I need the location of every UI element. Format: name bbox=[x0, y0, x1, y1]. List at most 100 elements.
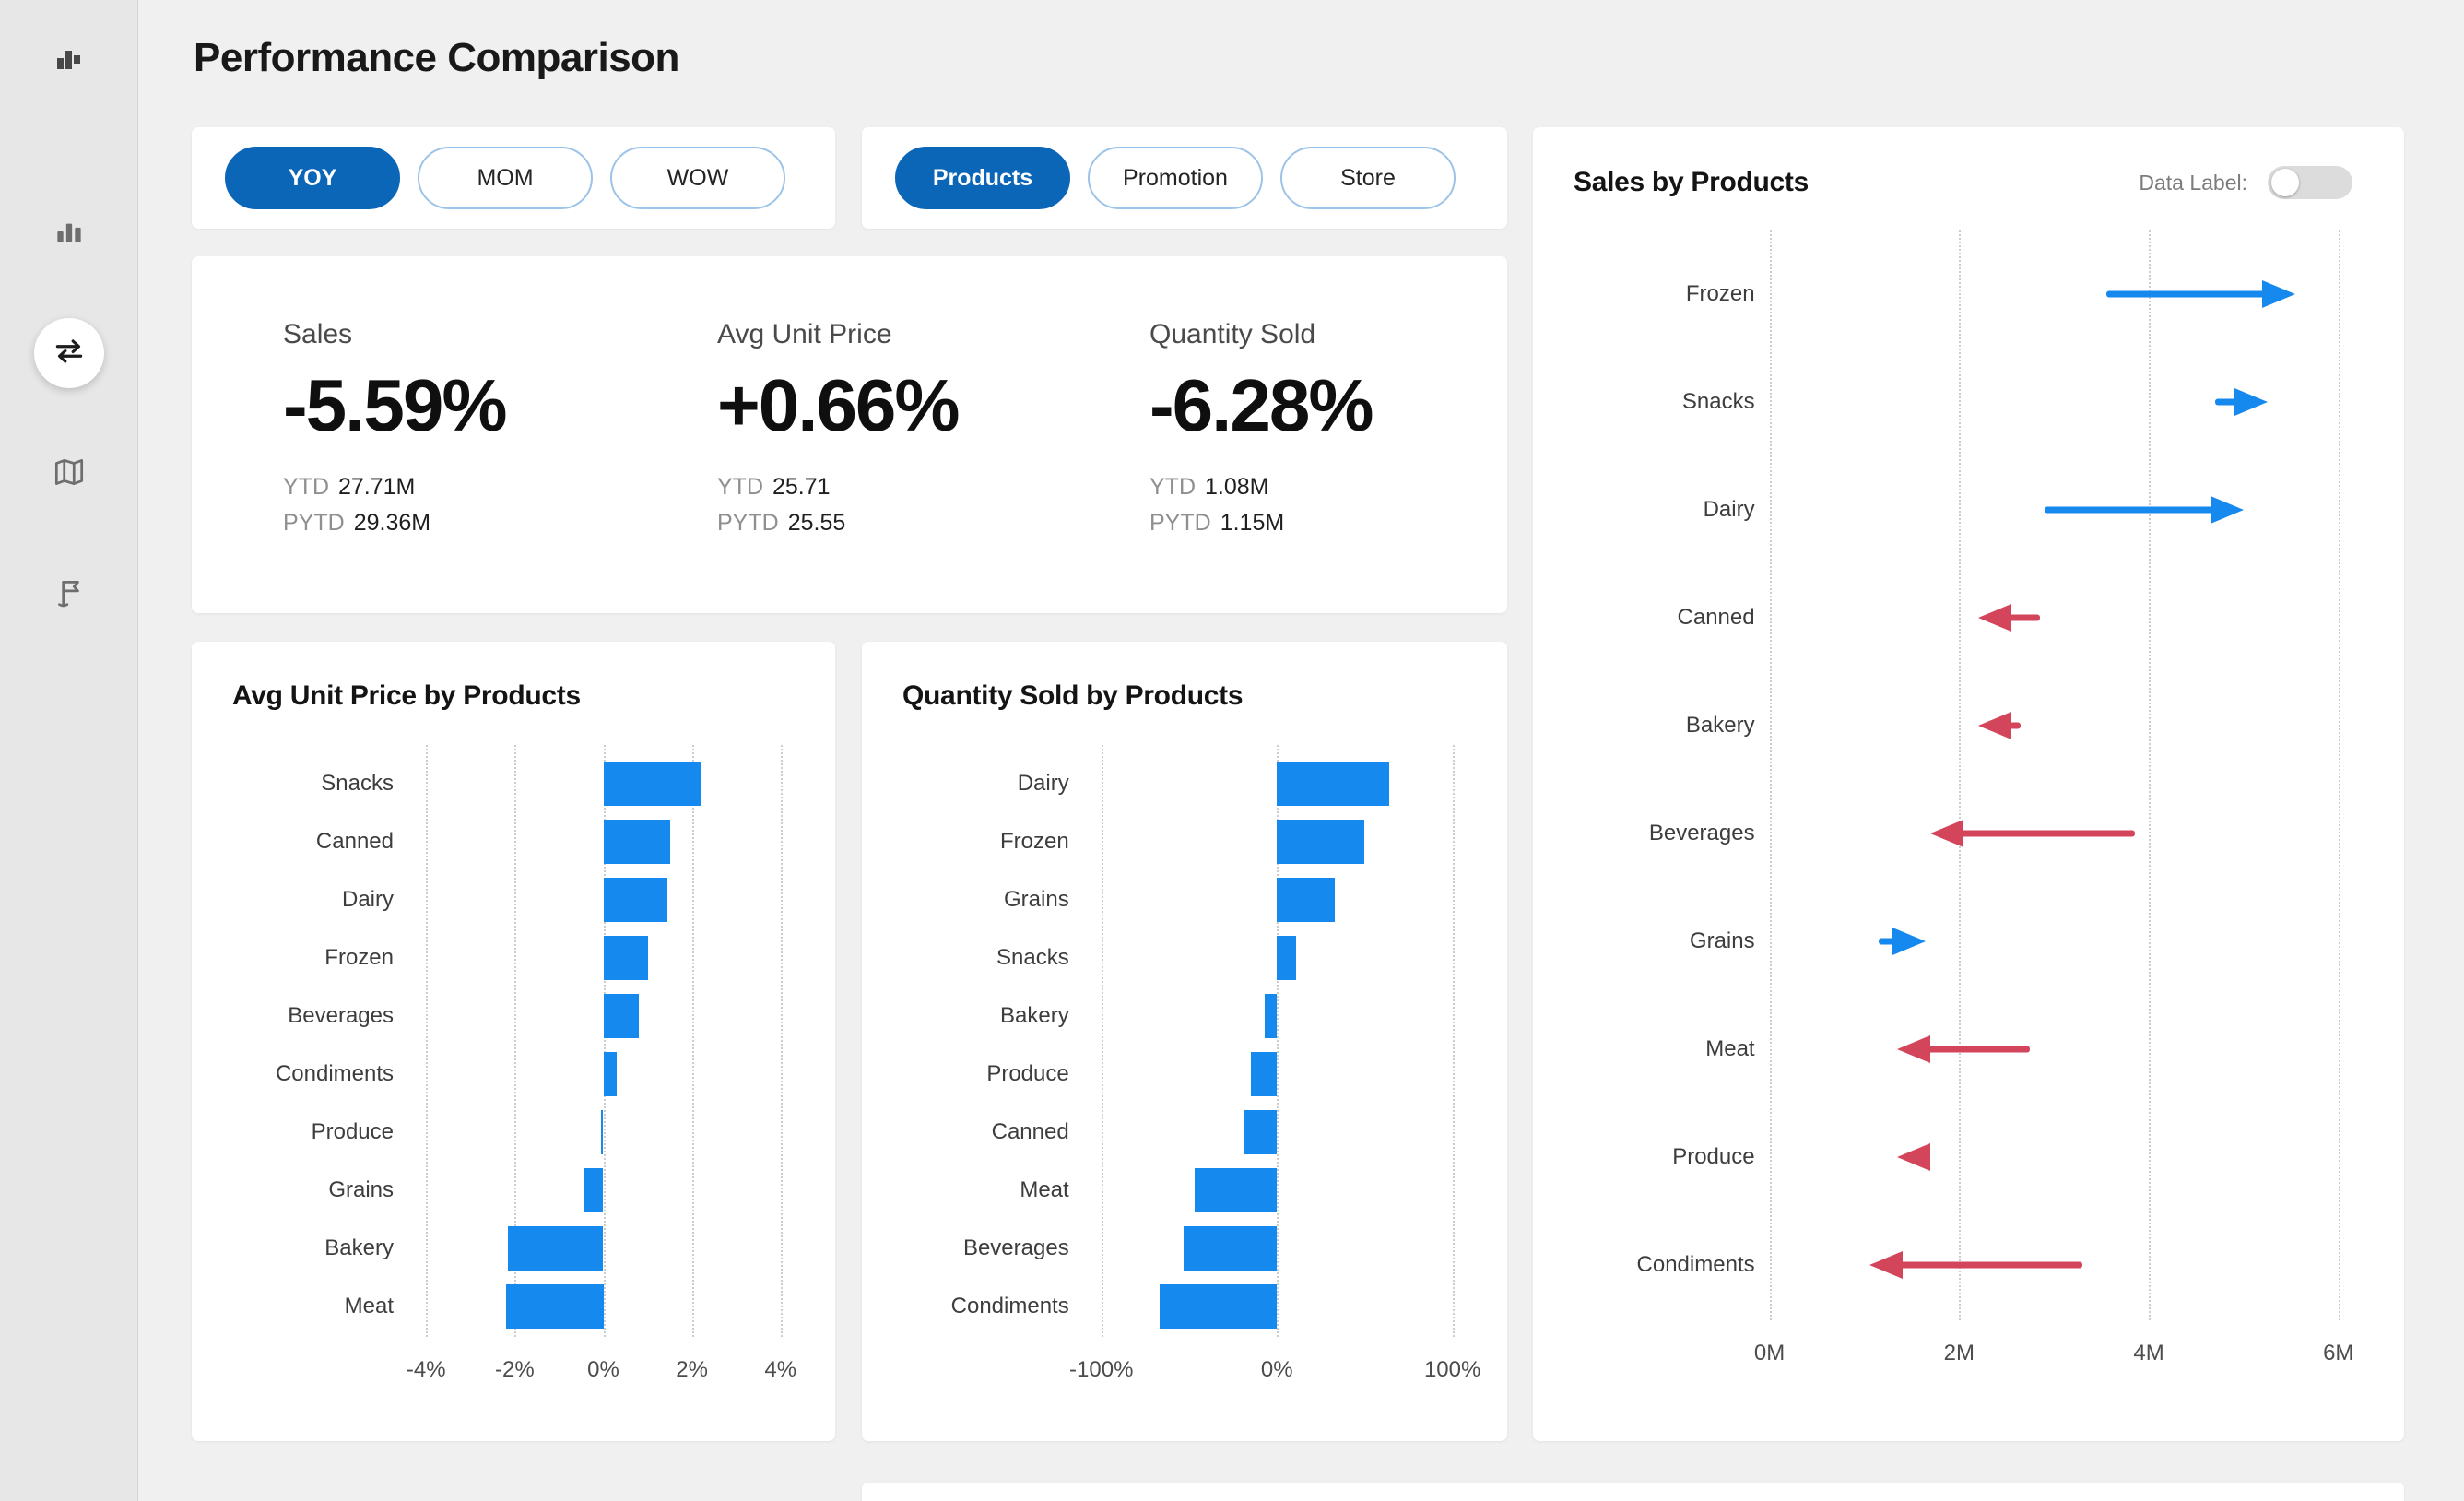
category-label: Meat bbox=[1020, 1176, 1069, 1202]
category-label: Grains bbox=[1689, 928, 1755, 953]
gridline bbox=[2149, 230, 2152, 1320]
kpi-pytd: PYTD 1.15M bbox=[1149, 510, 1285, 536]
arrow-head-bakery[interactable] bbox=[1977, 711, 2011, 739]
category-label: Bakery bbox=[1685, 712, 1755, 738]
arrow-head-grains[interactable] bbox=[1892, 927, 1927, 955]
bar-bakery[interactable] bbox=[508, 1225, 604, 1271]
gridline bbox=[514, 745, 517, 1337]
arrow-head-meat[interactable] bbox=[1897, 1034, 1931, 1063]
bar-dairy[interactable] bbox=[603, 877, 668, 922]
pill-promotion[interactable]: Promotion bbox=[1088, 147, 1263, 209]
category-axis: Snacks Canned Dairy Frozen Beverages Condimen… bbox=[232, 754, 408, 1335]
plot-area bbox=[408, 745, 798, 1337]
sidebar-nav bbox=[0, 197, 137, 630]
axis-tick-label: -100% bbox=[1069, 1357, 1134, 1382]
arrow-grains[interactable] bbox=[1878, 938, 1904, 944]
category-label: Frozen bbox=[1000, 828, 1069, 854]
bar-meat[interactable] bbox=[505, 1283, 604, 1329]
gridline bbox=[780, 745, 783, 1337]
arrow-head-condiments[interactable] bbox=[1869, 1250, 1903, 1279]
chart-row bbox=[1770, 779, 2367, 887]
category-label: Condiments bbox=[950, 1293, 1069, 1318]
category-label: Beverages bbox=[962, 1235, 1069, 1260]
bar-snacks[interactable] bbox=[1277, 935, 1297, 980]
bar-canned[interactable] bbox=[1244, 1109, 1278, 1154]
bar-dairy[interactable] bbox=[1277, 761, 1390, 806]
chart-row bbox=[408, 1277, 798, 1335]
axis-tick-label: 0% bbox=[587, 1357, 619, 1382]
arrow-head-dairy[interactable] bbox=[2210, 495, 2244, 524]
plot-area bbox=[1084, 745, 1470, 1337]
bar-grains[interactable] bbox=[1277, 877, 1336, 922]
category-axis: Dairy Frozen Grains Snacks Bakery Produce Cann… bbox=[902, 754, 1084, 1335]
chart-row bbox=[1084, 1277, 1470, 1335]
value-axis: -100% 0% 100% bbox=[902, 1335, 1480, 1390]
category-label: Produce bbox=[311, 1118, 394, 1144]
map-icon bbox=[51, 454, 88, 495]
arrow-head-produce[interactable] bbox=[1897, 1142, 1931, 1171]
arrow-canned[interactable] bbox=[1999, 614, 2040, 620]
arrow-snacks[interactable] bbox=[2215, 398, 2246, 405]
gridline bbox=[603, 745, 606, 1337]
chart-row bbox=[408, 754, 798, 812]
chart-row bbox=[1084, 812, 1470, 870]
chart-row bbox=[1084, 987, 1470, 1045]
bar-condiments[interactable] bbox=[1159, 1283, 1278, 1329]
arrow-head-frozen[interactable] bbox=[2262, 279, 2296, 308]
chart-title: Sales by Products bbox=[1574, 167, 1809, 197]
kpi-pytd: PYTD 25.55 bbox=[717, 510, 846, 536]
category-axis: Frozen Snacks Dairy Canned Bakery Beverages Gr… bbox=[1574, 240, 1770, 1318]
bar-bakery[interactable] bbox=[1264, 993, 1278, 1038]
gridline bbox=[1959, 230, 1962, 1320]
chart-row bbox=[1770, 563, 2367, 671]
bar-produce[interactable] bbox=[1250, 1051, 1278, 1096]
chart-plot: Snacks Canned Dairy Frozen Beverages Condimen… bbox=[232, 745, 798, 1337]
kpi-sales: Sales -5.59% YTD 27.71M PYTD 29.36M bbox=[283, 319, 507, 537]
pill-yoy[interactable]: YOY bbox=[225, 147, 400, 209]
nav-column-chart-button[interactable] bbox=[34, 197, 104, 267]
arrow-dairy[interactable] bbox=[2044, 506, 2222, 513]
arrow-beverages[interactable] bbox=[1952, 830, 2135, 836]
chart-row bbox=[408, 1219, 798, 1277]
bar-frozen[interactable] bbox=[1277, 819, 1365, 864]
data-label-toggle[interactable] bbox=[2268, 166, 2352, 199]
kpi-value: -6.28% bbox=[1149, 364, 1373, 446]
bar-snacks[interactable] bbox=[603, 761, 701, 806]
axis-tick-label: -4% bbox=[406, 1357, 446, 1382]
nav-map-button[interactable] bbox=[34, 439, 104, 509]
flag-icon bbox=[51, 574, 88, 616]
chart-row bbox=[1084, 1161, 1470, 1219]
arrow-head-snacks[interactable] bbox=[2234, 387, 2268, 416]
arrow-frozen[interactable] bbox=[2105, 290, 2274, 297]
pill-products[interactable]: Products bbox=[895, 147, 1070, 209]
bar-beverages[interactable] bbox=[603, 993, 639, 1038]
pill-mom[interactable]: MOM bbox=[418, 147, 593, 209]
pill-wow[interactable]: WOW bbox=[610, 147, 785, 209]
arrow-meat[interactable] bbox=[1919, 1046, 2031, 1052]
pill-store[interactable]: Store bbox=[1280, 147, 1456, 209]
bar-condiments[interactable] bbox=[603, 1051, 617, 1096]
kpi-ytd: YTD 1.08M bbox=[1149, 474, 1269, 500]
gridline bbox=[1277, 745, 1279, 1337]
nav-flag-button[interactable] bbox=[34, 560, 104, 630]
kpi-ytd: YTD 27.71M bbox=[283, 474, 416, 500]
category-label: Condiments bbox=[275, 1060, 394, 1086]
bar-beverages[interactable] bbox=[1184, 1225, 1278, 1271]
bar-canned[interactable] bbox=[603, 819, 670, 864]
category-label: Grains bbox=[328, 1176, 394, 1202]
bar-produce[interactable] bbox=[601, 1109, 604, 1154]
chart-row bbox=[1770, 1211, 2367, 1318]
arrow-head-canned[interactable] bbox=[1977, 603, 2011, 632]
bar-frozen[interactable] bbox=[603, 935, 648, 980]
bar-meat[interactable] bbox=[1194, 1167, 1278, 1212]
kpi-pytd: PYTD 29.36M bbox=[283, 510, 431, 536]
avg-unit-price-chart-card: Avg Unit Price by Products Snacks Canned D… bbox=[192, 642, 835, 1441]
kpi-value: -5.59% bbox=[283, 364, 507, 446]
arrow-head-beverages[interactable] bbox=[1930, 819, 1964, 847]
bar-grains[interactable] bbox=[583, 1167, 604, 1212]
category-label: Frozen bbox=[1685, 280, 1755, 306]
nav-swap-arrows-button[interactable] bbox=[33, 318, 104, 388]
arrow-condiments[interactable] bbox=[1891, 1261, 2083, 1268]
kpi-value: +0.66% bbox=[717, 364, 961, 446]
app-logo-icon bbox=[53, 44, 86, 80]
